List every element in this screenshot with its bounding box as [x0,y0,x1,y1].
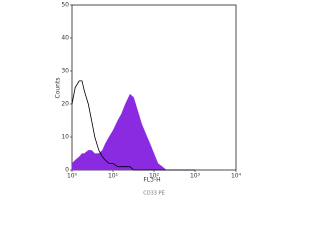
x-tick-label: 10¹ [108,173,119,180]
plot-frame [71,4,237,171]
x-tick-label: 10² [149,173,160,180]
y-tick-label: 40 [61,35,69,42]
caption: CD33 PE [143,191,164,197]
y-tick-label: 10 [61,134,69,141]
x-axis-title: FL3-H [143,177,160,184]
y-tick-label: 20 [61,101,69,108]
y-tick-label: 0 [65,167,69,174]
line [71,80,195,171]
x-tick-label: 10⁰ [67,173,78,180]
area [71,93,195,171]
x-tick-label: 10⁴ [231,173,242,180]
y-tick-label: 30 [61,68,69,75]
y-axis-title: Counts [55,78,62,99]
y-tick-label: 50 [61,2,69,9]
x-tick-label: 10³ [190,173,201,180]
chart: Counts FL3-H CD33 PE 0 10 20 30 40 50 10⁰ 10¹ 10… [55,2,242,197]
